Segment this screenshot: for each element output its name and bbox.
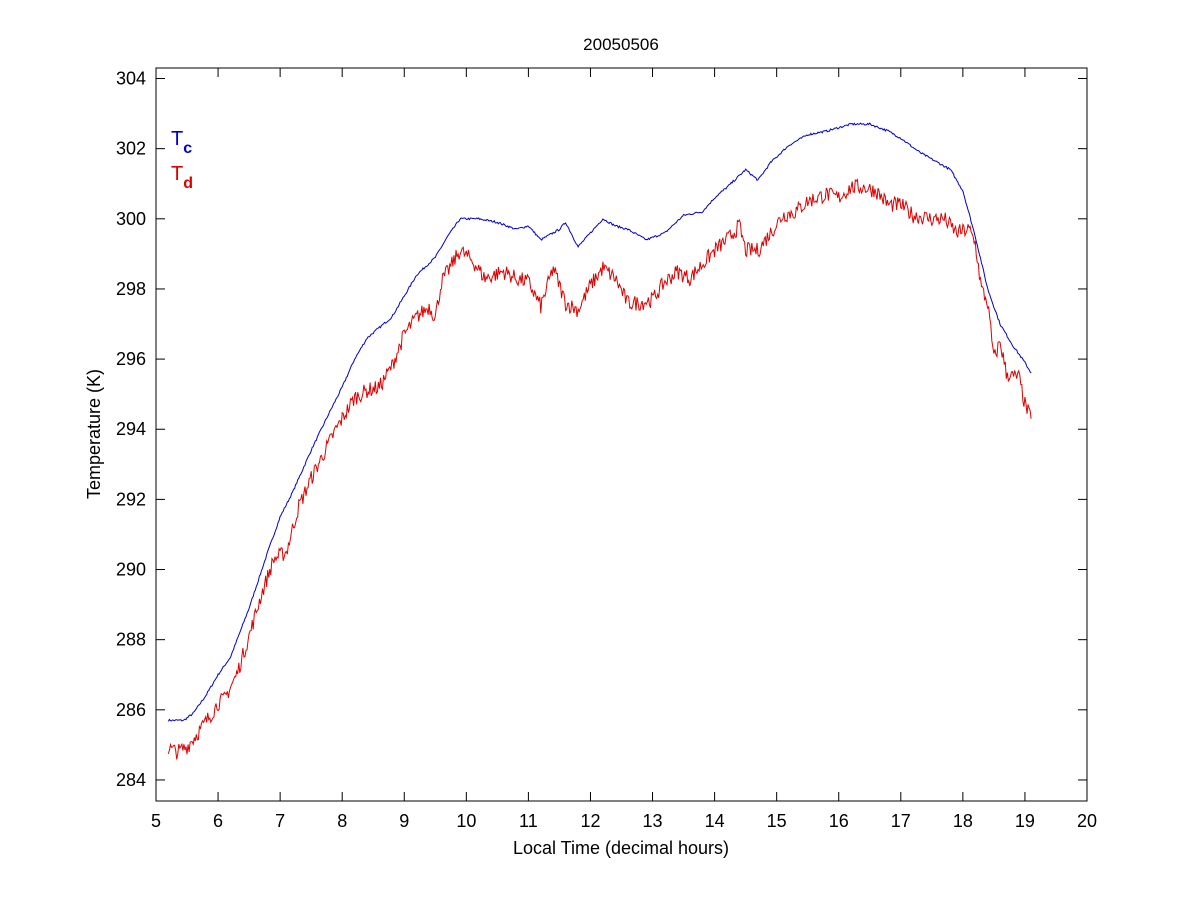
- series-layer: [167, 122, 1032, 760]
- legend-entry-td: Td: [171, 163, 193, 192]
- x-tick-label: 13: [643, 811, 663, 831]
- x-tick-label: 12: [580, 811, 600, 831]
- x-tick-label: 10: [456, 811, 476, 831]
- x-tick-label: 14: [705, 811, 725, 831]
- y-tick-label: 304: [116, 69, 146, 89]
- x-tick-label: 19: [1015, 811, 1035, 831]
- legend-td-sub: d: [183, 175, 193, 192]
- y-tick-label: 288: [116, 630, 146, 650]
- y-tick-label: 302: [116, 139, 146, 159]
- x-tick-label: 20: [1077, 811, 1097, 831]
- series-line-tc: [167, 122, 1032, 722]
- x-tick-label: 18: [953, 811, 973, 831]
- x-tick-label: 8: [337, 811, 347, 831]
- x-tick-label: 7: [275, 811, 285, 831]
- x-axis-label: Local Time (decimal hours): [513, 838, 729, 858]
- y-tick-label: 292: [116, 489, 146, 509]
- x-tick-label: 9: [399, 811, 409, 831]
- series-line-td: [167, 178, 1032, 760]
- x-tick-label: 15: [767, 811, 787, 831]
- legend: Tc Td: [171, 128, 193, 192]
- x-tick-label: 5: [151, 811, 161, 831]
- legend-tc-main: T: [171, 128, 183, 150]
- x-tick-label: 17: [891, 811, 911, 831]
- plot-area: [156, 68, 1087, 801]
- x-tick-label: 6: [213, 811, 223, 831]
- ticks-layer: 5 6 7 8 9 10 11 12 13 14 15 16 17 18 19 20 284 286 288 290 2…: [116, 68, 1097, 831]
- legend-entry-tc: Tc: [171, 128, 192, 157]
- legend-tc-sub: c: [183, 140, 192, 157]
- y-tick-label: 296: [116, 349, 146, 369]
- y-tick-label: 298: [116, 279, 146, 299]
- y-tick-label: 290: [116, 560, 146, 580]
- y-axis-label: Temperature (K): [84, 369, 104, 499]
- y-tick-label: 300: [116, 209, 146, 229]
- x-tick-label: 11: [519, 811, 538, 831]
- legend-td-main: T: [171, 163, 183, 185]
- y-tick-label: 284: [116, 770, 146, 790]
- plot-frame: [155, 67, 1088, 802]
- x-tick-label: 16: [829, 811, 849, 831]
- y-tick-label: 294: [116, 419, 146, 439]
- y-tick-label: 286: [116, 700, 146, 720]
- chart-title: 20050506: [583, 35, 659, 54]
